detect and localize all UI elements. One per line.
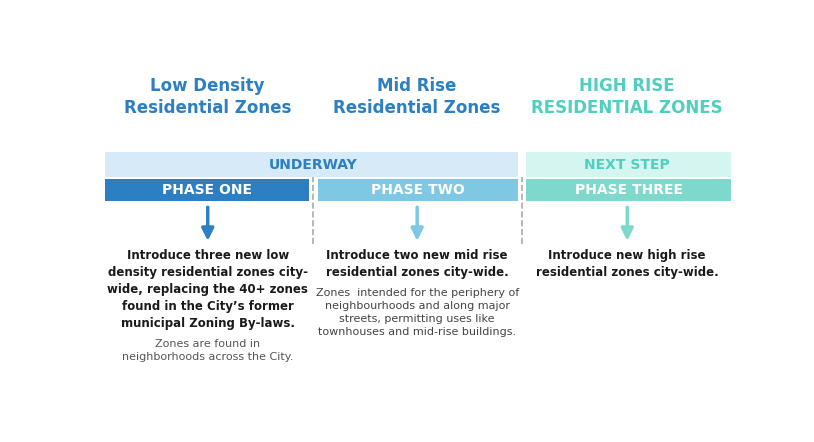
Text: Zones  intended for the periphery of
neighbourhoods and along major
streets, per: Zones intended for the periphery of neig… (316, 288, 519, 338)
FancyBboxPatch shape (105, 179, 309, 201)
Text: HIGH RISE
RESIDENTIAL ZONES: HIGH RISE RESIDENTIAL ZONES (532, 77, 723, 118)
Text: PHASE THREE: PHASE THREE (575, 183, 682, 197)
Text: Mid Rise
Residential Zones: Mid Rise Residential Zones (334, 77, 501, 118)
Text: PHASE TWO: PHASE TWO (371, 183, 465, 197)
Text: Introduce new high rise
residential zones city-wide.: Introduce new high rise residential zone… (536, 249, 719, 279)
Text: NEXT STEP: NEXT STEP (584, 157, 669, 171)
Text: UNDERWAY: UNDERWAY (269, 157, 357, 171)
FancyBboxPatch shape (526, 152, 731, 177)
Text: Introduce two new mid rise
residential zones city-wide.: Introduce two new mid rise residential z… (326, 249, 509, 279)
FancyBboxPatch shape (317, 179, 519, 201)
Text: Zones are found in
neighborhoods across the City.: Zones are found in neighborhoods across … (122, 339, 293, 362)
FancyBboxPatch shape (526, 179, 731, 201)
Text: PHASE ONE: PHASE ONE (162, 183, 252, 197)
FancyBboxPatch shape (105, 152, 519, 177)
Text: Low Density
Residential Zones: Low Density Residential Zones (124, 77, 291, 118)
Text: Introduce three new low
density residential zones city-
wide, replacing the 40+ : Introduce three new low density resident… (107, 249, 309, 330)
